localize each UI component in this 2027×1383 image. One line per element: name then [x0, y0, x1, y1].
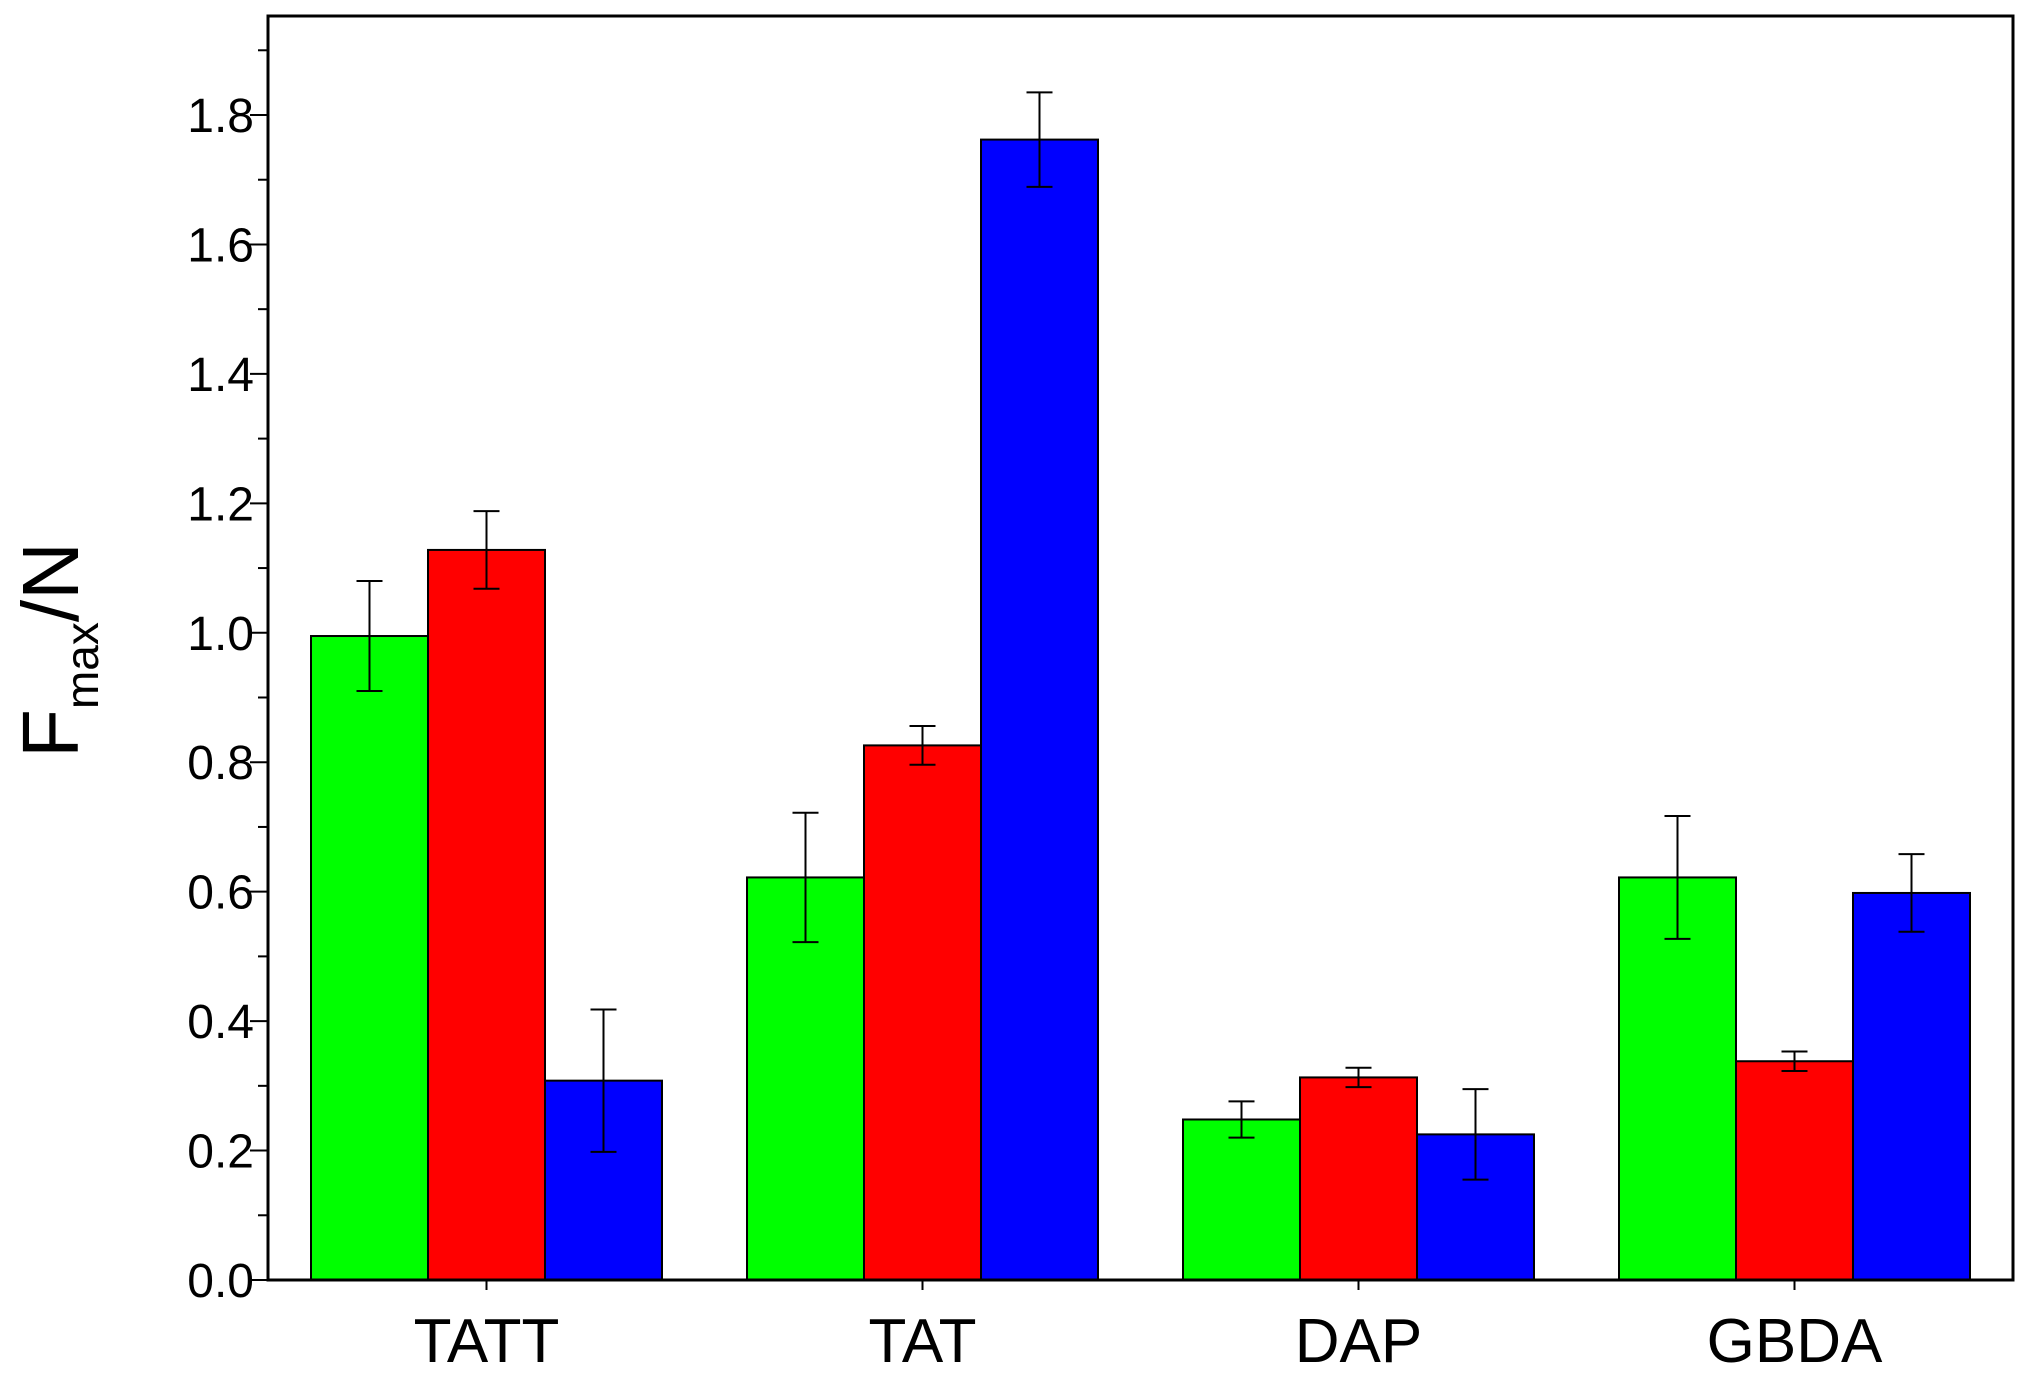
bar-tat-series-1	[746, 876, 865, 1282]
y-tick-label-1.2: 1.2	[187, 478, 254, 531]
y-tick-label-1.4: 1.4	[187, 349, 254, 402]
error-bar-tatt-series-2	[473, 510, 500, 590]
y-tick-label-1.0: 1.0	[187, 608, 254, 661]
y-tick-label-0.4: 0.4	[187, 996, 254, 1049]
bar-gbda-series-3	[1852, 891, 1971, 1281]
bar-dap-series-1	[1182, 1118, 1301, 1281]
x-tick-label-tat: TAT	[869, 1307, 977, 1376]
error-bar-gbda-series-1	[1664, 814, 1691, 940]
y-tick-label-0.6: 0.6	[187, 867, 254, 920]
bar-gbda-series-1	[1618, 876, 1737, 1282]
error-bars-group	[356, 91, 1925, 1181]
error-bar-tatt-series-1	[356, 580, 383, 693]
x-tick-label-gbda: GBDA	[1707, 1307, 1883, 1376]
y-tick-label-0.2: 0.2	[187, 1126, 254, 1179]
error-bar-dap-series-1	[1228, 1100, 1255, 1139]
error-bar-tatt-series-3	[590, 1008, 617, 1153]
error-bar-tat-series-2	[909, 724, 936, 766]
bar-tat-series-3	[980, 138, 1099, 1281]
y-axis-label: Fmax/N	[6, 542, 108, 758]
y-tick-label-1.8: 1.8	[187, 90, 254, 143]
bar-dap-series-2	[1299, 1076, 1418, 1281]
error-bar-tat-series-3	[1026, 91, 1053, 188]
bar-gbda-series-2	[1735, 1060, 1854, 1281]
x-axis: TATT TAT DAP GBDA	[414, 1280, 1883, 1376]
y-axis-label-main: F	[6, 709, 95, 758]
error-bar-dap-series-2	[1345, 1066, 1372, 1089]
y-axis: 0.0 0.2 0.4 0.6 0.8 1.0 1.2 1.4 1.6 1.8	[187, 49, 268, 1308]
y-axis-label-unit: /N	[6, 542, 95, 622]
error-bar-tat-series-1	[792, 811, 819, 944]
error-bar-gbda-series-2	[1781, 1050, 1808, 1072]
y-axis-label-subscript: max	[56, 622, 108, 709]
bars-group	[310, 138, 1971, 1282]
error-bar-gbda-series-3	[1898, 853, 1925, 933]
bar-tatt-series-2	[427, 548, 546, 1281]
y-tick-label-1.6: 1.6	[187, 219, 254, 272]
error-bar-dap-series-3	[1462, 1088, 1489, 1181]
x-tick-label-tatt: TATT	[414, 1307, 560, 1376]
bar-tatt-series-1	[310, 635, 429, 1281]
y-tick-label-0.0: 0.0	[187, 1255, 254, 1308]
plot-frame	[266, 14, 2015, 1282]
y-tick-label-0.8: 0.8	[187, 737, 254, 790]
bar-tat-series-2	[863, 744, 982, 1281]
x-tick-label-dap: DAP	[1295, 1307, 1422, 1376]
